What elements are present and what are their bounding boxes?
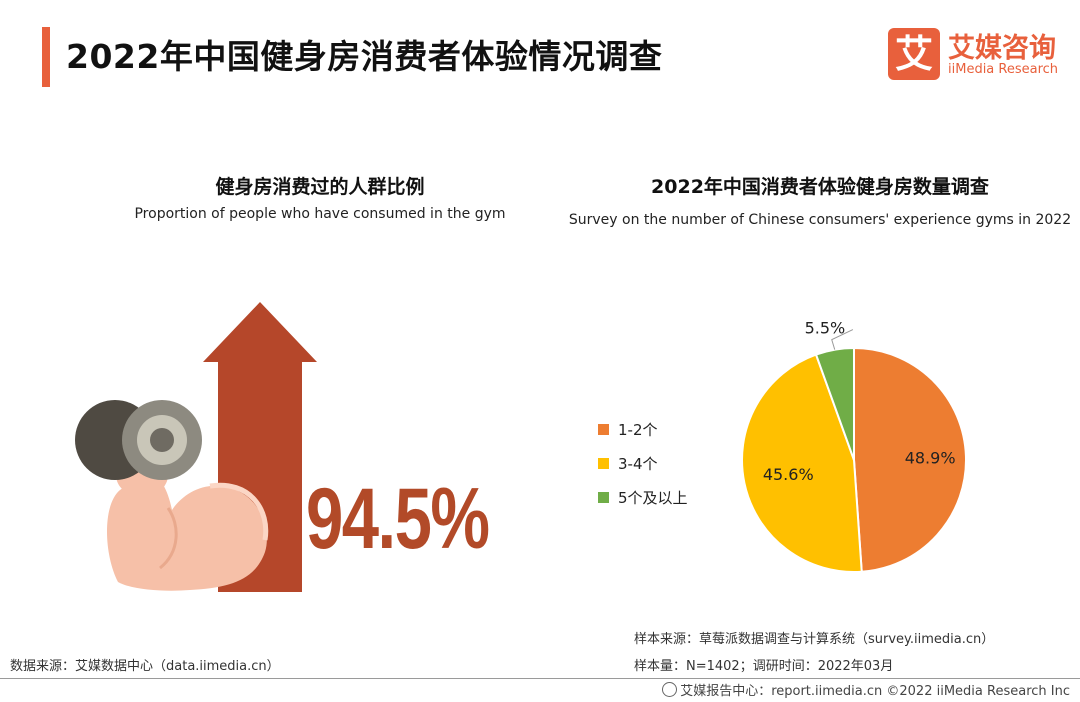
pie-data-label: 5.5% <box>805 320 846 338</box>
footer-divider <box>0 678 1080 679</box>
legend-swatch <box>598 423 609 435</box>
gym-arm-dumbbell-illustration <box>75 302 317 592</box>
data-source-left: 数据来源：艾媒数据中心（data.iimedia.cn） <box>10 659 280 674</box>
legend-label: 1-2个 <box>618 420 658 439</box>
gym-consumer-percent: 94.5% <box>306 471 490 567</box>
legend-item: 3-4个 <box>598 446 688 480</box>
pie-leader-line <box>831 329 854 350</box>
pie-chart-title: 2022年中国消费者体验健身房数量调查 <box>651 176 989 198</box>
footer-copyright: 艾媒报告中心：report.iimedia.cn ©2022 iiMedia R… <box>662 680 1070 699</box>
legend-item: 5个及以上 <box>598 480 688 514</box>
pie-slice <box>814 346 855 461</box>
pie-slice <box>853 346 967 573</box>
gym-count-pie-chart: 48.9% 45.6% 5.5% <box>741 320 967 573</box>
globe-icon <box>662 682 678 697</box>
page-title: 2022年中国健身房消费者体验情况调查 <box>66 37 663 76</box>
logo-mark: 艾 <box>888 28 940 80</box>
iimedia-logo: 艾 艾媒咨询 iiMedia Research <box>888 28 1063 84</box>
title-accent-bar <box>42 27 50 87</box>
footer-text: 艾媒报告中心：report.iimedia.cn ©2022 iiMedia R… <box>680 684 1070 699</box>
legend-label: 5个及以上 <box>618 488 688 507</box>
sample-size: 样本量：N=1402；调研时间：2022年03月 <box>634 659 894 674</box>
left-chart-title-en: Proportion of people who have consumed i… <box>134 206 506 222</box>
pie-legend: 1-2个 3-4个 5个及以上 <box>598 412 688 514</box>
pie-chart-subtitle: Survey on the number of Chinese consumer… <box>568 212 1072 228</box>
arm-icon <box>107 470 267 591</box>
sample-source: 样本来源：草莓派数据调查与计算系统（survey.iimedia.cn） <box>634 632 995 647</box>
pie-data-label: 45.6% <box>763 465 814 484</box>
legend-label: 3-4个 <box>618 454 658 473</box>
pie-data-label: 48.9% <box>905 448 956 467</box>
left-chart-title-cn: 健身房消费过的人群比例 <box>215 176 425 198</box>
legend-swatch <box>598 457 609 469</box>
legend-item: 1-2个 <box>598 412 688 446</box>
pie-slice <box>741 353 863 573</box>
logo-text-cn: 艾媒咨询 <box>948 33 1056 64</box>
legend-swatch <box>598 491 609 503</box>
logo-text-en: iiMedia Research <box>948 62 1059 77</box>
